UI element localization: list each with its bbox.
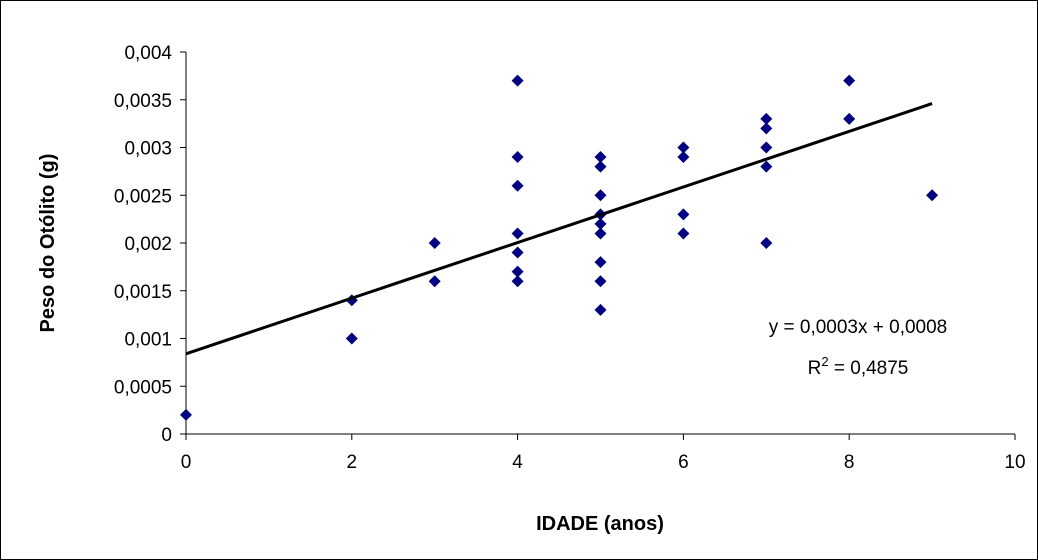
x-tick-label: 2 — [347, 452, 358, 473]
data-point — [760, 112, 773, 125]
x-tick-label: 6 — [678, 452, 689, 473]
data-point — [428, 237, 441, 249]
data-point — [926, 189, 939, 202]
data-point — [511, 151, 524, 164]
trendline-equation: y = 0,0003x + 0,0008 — [769, 317, 948, 338]
data-point — [760, 122, 773, 135]
y-axis-title: Peso do Otólito (g) — [37, 154, 59, 333]
data-point — [843, 74, 856, 87]
x-tick-label: 10 — [1004, 452, 1025, 473]
data-point — [594, 227, 607, 240]
data-point — [594, 160, 607, 173]
data-point — [677, 208, 690, 221]
trendline — [185, 102, 933, 356]
y-tick-label: 0,001 — [124, 330, 172, 351]
data-point — [677, 141, 690, 154]
data-point — [594, 275, 607, 288]
y-ticks: 0 0,0005 0,001 0,0015 0,002 0,0025 0,003 0,0035… — [114, 43, 186, 446]
y-tick-label: 0,0005 — [114, 377, 172, 398]
x-tick-label: 8 — [844, 452, 855, 473]
data-point — [594, 303, 607, 316]
data-point — [760, 141, 773, 154]
y-tick-label: 0 — [161, 425, 172, 446]
data-points — [180, 74, 939, 421]
data-point — [511, 227, 524, 240]
r2-label: R — [808, 358, 822, 379]
data-point — [511, 275, 524, 288]
data-point — [594, 151, 607, 164]
data-point — [677, 151, 690, 164]
data-point — [345, 332, 358, 345]
data-point — [594, 217, 607, 230]
data-point — [594, 256, 607, 269]
x-tick-label: 4 — [512, 452, 523, 473]
data-point — [843, 112, 856, 125]
r2-value: = 0,4875 — [829, 358, 909, 379]
data-point — [760, 160, 773, 173]
y-tick-label: 0,0025 — [114, 186, 172, 207]
y-tick-label: 0,003 — [124, 139, 172, 160]
x-tick-label: 0 — [181, 452, 192, 473]
r2-superscript: 2 — [821, 354, 828, 369]
trendline-r2: R2 = 0,4875 — [808, 354, 909, 379]
data-point — [180, 408, 192, 421]
data-point — [511, 246, 524, 259]
y-tick-label: 0,002 — [124, 234, 172, 255]
x-ticks: 0 2 4 6 8 10 — [181, 434, 1026, 473]
y-tick-label: 0,0015 — [114, 282, 172, 303]
y-tick-label: 0,0035 — [114, 91, 172, 112]
data-point — [511, 265, 524, 278]
x-axis-title: IDADE (anos) — [536, 513, 664, 535]
y-tick-label: 0,004 — [124, 43, 172, 64]
data-point — [511, 74, 524, 87]
data-point — [677, 227, 690, 240]
data-point — [428, 275, 441, 288]
data-point — [594, 189, 607, 202]
data-point — [511, 179, 524, 192]
data-point — [760, 237, 773, 249]
